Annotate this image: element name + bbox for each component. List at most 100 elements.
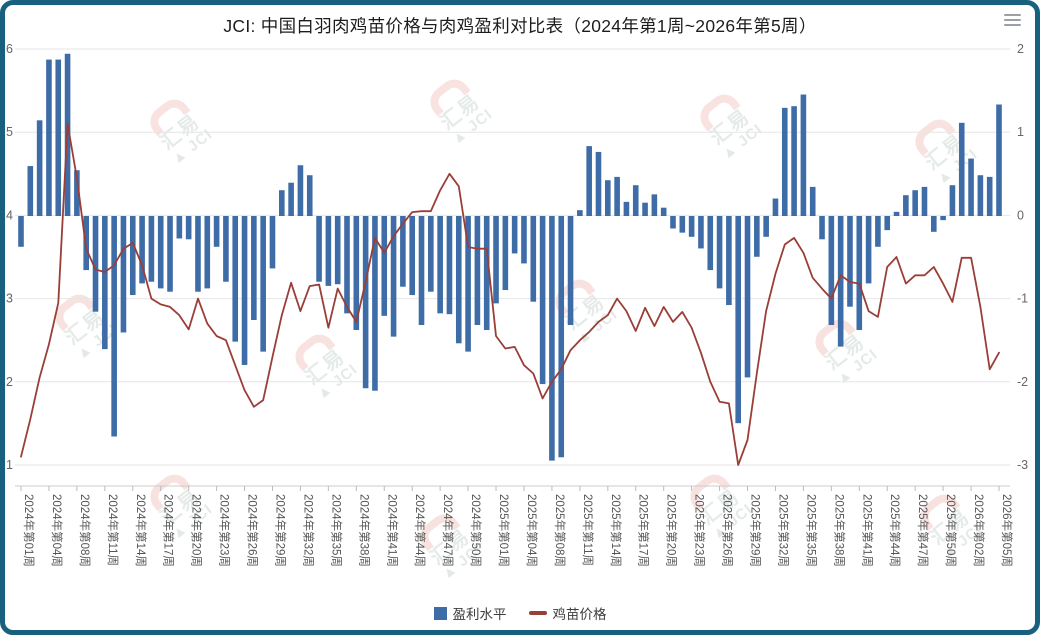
profit-bar [269,216,276,269]
profit-bar [306,175,313,216]
y-axis-left-labels: 6 5 4 3 2 1 [6,42,13,472]
svg-text:2025年第04周: 2025年第04周 [525,494,539,567]
svg-text:-2: -2 [1017,375,1028,389]
svg-text:2024年第29周: 2024年第29周 [273,494,287,567]
svg-text:2025年第08周: 2025年第08周 [553,494,567,567]
svg-text:5: 5 [6,125,13,139]
svg-text:-1: -1 [1017,292,1028,306]
x-axis-labels: 2024年第01周 2024年第04周 2024年第08周 2024年第11周 2024… [20,486,1014,567]
profit-bar [455,216,462,344]
profit-bar [856,216,863,330]
profit-bar [716,216,723,289]
profit-bar [707,216,714,271]
svg-text:2024年第20周: 2024年第20周 [190,494,204,567]
svg-text:2025年第50周: 2025年第50周 [944,494,958,567]
profit-bar [847,216,853,307]
profit-bar [632,185,639,216]
profit-bar [558,216,565,458]
profit-bar [772,198,779,216]
svg-text:2025年第01周: 2025年第01周 [497,494,511,567]
svg-text:2024年第47周: 2024年第47周 [441,494,455,567]
svg-text:2024年第26周: 2024年第26周 [246,494,260,567]
svg-text:2025年第17周: 2025年第17周 [637,494,651,567]
svg-text:2025年第23周: 2025年第23周 [693,494,707,567]
profit-bar [223,216,229,282]
profit-bar [120,216,127,333]
profit-bar [660,207,667,216]
legend-item-price[interactable]: 鸡苗价格 [528,603,607,623]
menu-line [1004,14,1021,16]
profit-bar [204,216,211,289]
svg-text:2024年第35周: 2024年第35周 [329,494,343,567]
svg-text:-3: -3 [1017,458,1028,472]
svg-text:2025年第35周: 2025年第35周 [804,494,818,567]
profit-bar [679,216,686,233]
profit-bar [726,216,732,306]
legend-label-profit: 盈利水平 [452,607,507,622]
profit-bar [800,94,807,216]
profit-bar [605,180,611,216]
line-swatch-icon [528,611,547,615]
profit-bar [418,216,425,325]
profit-bar [828,216,835,325]
svg-text:2025年第38周: 2025年第38周 [832,494,846,567]
svg-text:2025年第20周: 2025年第20周 [665,494,679,567]
profit-bar [986,176,993,216]
profit-bar [875,216,881,247]
profit-bar [744,216,751,378]
legend: 盈利水平 鸡苗价格 [5,603,1035,623]
profit-bar [670,216,676,229]
profit-bar [865,216,872,284]
profit-bar [968,158,974,216]
svg-text:2024年第38周: 2024年第38周 [357,494,371,567]
profit-bar [185,216,192,240]
svg-text:2: 2 [6,375,13,389]
svg-text:2025年第47周: 2025年第47周 [916,494,930,567]
profit-bar [46,59,52,216]
legend-item-profit[interactable]: 盈利水平 [433,603,507,623]
profit-bar [55,59,62,216]
profit-bar [651,194,658,216]
profit-bar [940,216,946,221]
svg-text:2025年第44周: 2025年第44周 [888,494,902,567]
profit-bar [18,216,24,247]
svg-text:2025年第14周: 2025年第14周 [609,494,623,567]
profit-bar [614,176,620,216]
profit-bar [549,216,555,461]
profit-bar [623,201,630,216]
profit-bar [502,216,509,291]
y-axis-right-labels: 2 1 0 -1 -2 -3 [1017,42,1028,472]
profit-bar [465,216,471,352]
profit-bar [381,216,388,316]
profit-bar [213,216,220,247]
profit-bar [781,107,788,216]
svg-text:3: 3 [6,292,13,306]
profit-bar [893,211,900,216]
svg-text:2024年第08周: 2024年第08周 [78,494,92,567]
svg-text:2024年第04周: 2024年第04周 [50,494,64,567]
profit-bar [139,216,145,284]
profit-bar [567,216,574,325]
profit-bar [260,216,266,352]
profit-bar [27,166,34,216]
profit-bars-series [18,53,1002,461]
profit-bar [241,216,248,365]
profit-bar [521,216,527,264]
profit-bar [912,190,918,216]
profit-bar [493,216,499,304]
profit-bar [996,104,1002,216]
chart-title: JCI: 中国白羽肉鸡苗价格与肉鸡盈利对比表（2024年第1周~2026年第5周… [223,16,817,36]
legend-label-price: 鸡苗价格 [552,607,607,622]
profit-bar [735,216,741,424]
profit-bar [791,106,797,216]
hamburger-menu-icon[interactable] [1004,14,1021,29]
profit-bar [539,216,546,385]
profit-bar [353,216,360,330]
profit-bar [251,216,257,320]
profit-bar [921,186,928,216]
profit-bar [819,216,825,240]
svg-text:2026年第02周: 2026年第02周 [972,494,986,567]
profit-bar [102,216,108,350]
profit-bar [288,182,294,216]
